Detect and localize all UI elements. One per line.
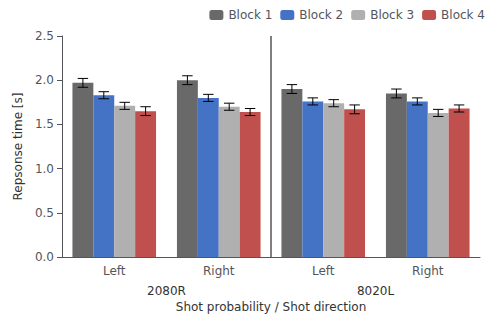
svg-text:Right: Right xyxy=(203,264,235,278)
svg-text:Block 4: Block 4 xyxy=(441,8,485,22)
svg-text:2.5: 2.5 xyxy=(35,29,54,43)
svg-text:8020L: 8020L xyxy=(357,284,395,298)
svg-text:Block 3: Block 3 xyxy=(370,8,414,22)
svg-text:0.5: 0.5 xyxy=(35,206,54,220)
svg-text:Block 1: Block 1 xyxy=(228,8,272,22)
svg-text:Right: Right xyxy=(412,264,444,278)
svg-text:0.0: 0.0 xyxy=(35,250,54,264)
svg-text:1.5: 1.5 xyxy=(35,117,54,131)
svg-text:Block 2: Block 2 xyxy=(299,8,343,22)
svg-text:2080R: 2080R xyxy=(147,284,186,298)
svg-text:Shot probability / Shot direct: Shot probability / Shot direction xyxy=(176,300,366,314)
svg-text:Left: Left xyxy=(103,264,126,278)
svg-text:2.0: 2.0 xyxy=(35,73,54,87)
svg-text:Left: Left xyxy=(312,264,335,278)
svg-text:1.0: 1.0 xyxy=(35,162,54,176)
svg-text:Repsonse time [s]: Repsonse time [s] xyxy=(11,93,25,201)
